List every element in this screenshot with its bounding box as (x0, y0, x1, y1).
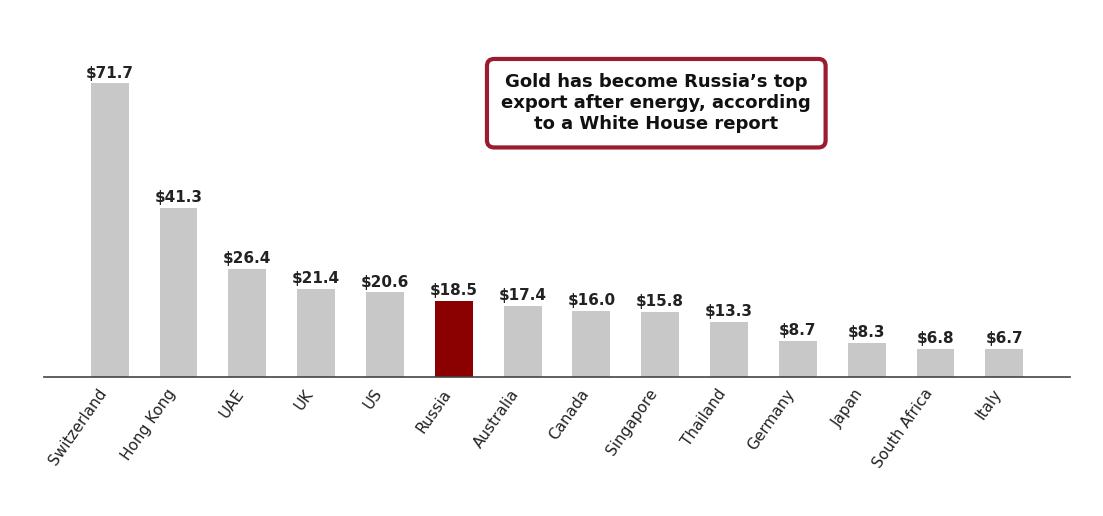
Text: $26.4: $26.4 (223, 251, 271, 266)
Bar (641, 312, 679, 377)
Text: $13.3: $13.3 (705, 304, 753, 319)
Bar (710, 322, 748, 377)
Text: $21.4: $21.4 (292, 271, 340, 286)
Text: $6.8: $6.8 (917, 331, 954, 346)
Text: $71.7: $71.7 (86, 66, 133, 80)
Text: Gold has become Russia’s top
export after energy, according
to a White House rep: Gold has become Russia’s top export afte… (502, 73, 811, 133)
Text: $17.4: $17.4 (499, 287, 547, 303)
Bar (366, 293, 404, 377)
Bar (297, 289, 335, 377)
Text: $20.6: $20.6 (361, 275, 409, 289)
Bar (572, 311, 610, 377)
Text: $16.0: $16.0 (567, 294, 615, 309)
Bar (228, 269, 266, 377)
Text: $8.7: $8.7 (779, 323, 816, 338)
Text: $8.3: $8.3 (848, 325, 886, 340)
Bar (160, 208, 197, 377)
Bar (435, 301, 473, 377)
Bar (779, 341, 817, 377)
Text: $15.8: $15.8 (636, 294, 684, 309)
Text: $18.5: $18.5 (430, 283, 478, 298)
Bar (917, 349, 954, 377)
Bar (504, 305, 542, 377)
Bar (90, 84, 129, 377)
Text: $41.3: $41.3 (154, 190, 203, 205)
Bar (848, 343, 886, 377)
Bar (985, 349, 1024, 377)
Text: $6.7: $6.7 (986, 331, 1024, 346)
